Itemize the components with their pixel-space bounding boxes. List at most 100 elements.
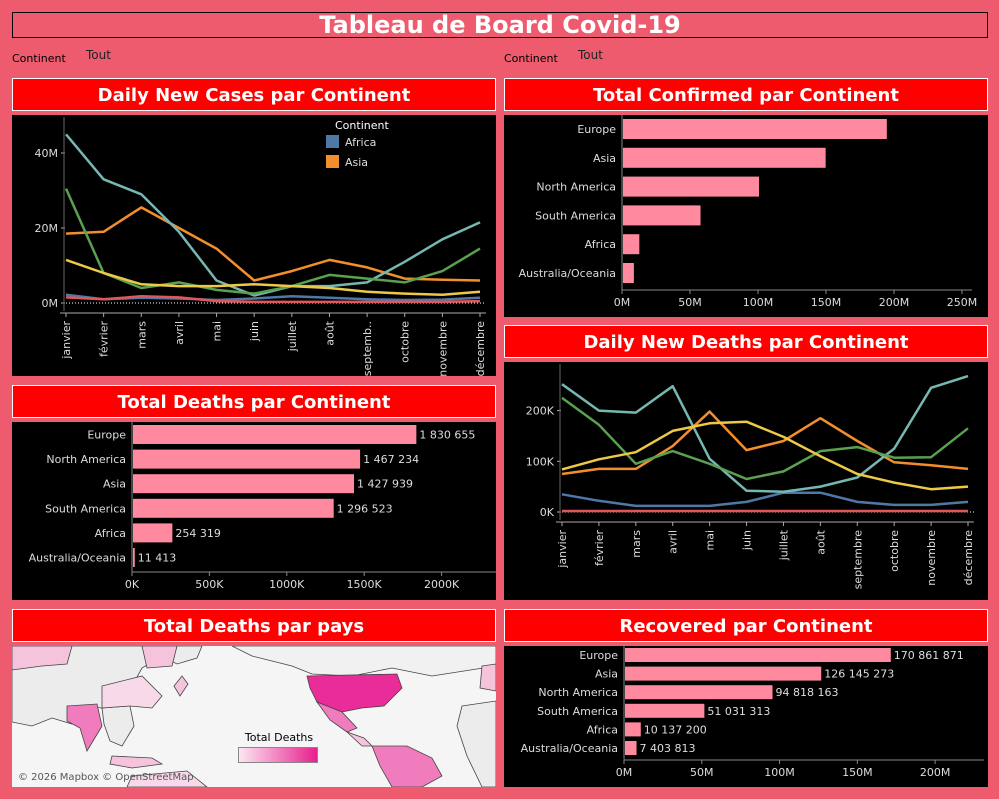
x-tick-label: novembre (925, 530, 938, 586)
x-tick-label: novembre (436, 321, 449, 376)
x-tick-label: février (98, 321, 111, 357)
series-line-2 (65, 295, 481, 304)
legend-label: Africa (345, 136, 376, 149)
deaths-map[interactable]: Total Deaths © 2026 Mapbox © OpenStreetM… (12, 646, 496, 787)
data-label: 126 145 273 (824, 668, 894, 681)
category-label: North America (46, 453, 126, 466)
series-line-0 (561, 491, 969, 508)
category-label: Africa (587, 723, 618, 736)
category-label: Asia (593, 152, 616, 165)
bar (133, 474, 355, 494)
data-label: 1 296 523 (337, 502, 393, 515)
category-label: Europe (87, 429, 126, 442)
series-line-5 (65, 258, 481, 297)
bar (625, 703, 705, 718)
total-deaths-panel: 0K 500K 1000K 1500K 2000K Europe 1 830 655 Nort… (12, 421, 498, 600)
y-tick-label: 0M (42, 297, 59, 310)
y-tick-label: 200K (526, 405, 555, 418)
x-tick-label: janvier (556, 530, 569, 569)
category-label: Europe (579, 649, 618, 662)
daily-cases-header: Daily New Cases par Continent (12, 78, 496, 111)
x-tick-label: 200M (920, 766, 951, 779)
data-label: 11 413 (138, 552, 177, 565)
category-label: Australia/Oceania (519, 267, 616, 280)
x-tick-label: 150M (842, 766, 873, 779)
category-label: South America (537, 705, 618, 718)
x-tick-label: 0M (614, 296, 631, 309)
data-label: 170 861 871 (894, 649, 964, 662)
bar (623, 263, 634, 283)
y-tick-label: 40M (35, 147, 59, 160)
map-legend-gradient (238, 747, 318, 763)
recovered-chart: 0M 50M 100M 150M 200M Europe 170 861 871 Asia 12… (521, 644, 984, 779)
x-tick-label: 0M (616, 766, 633, 779)
category-label: North America (538, 686, 618, 699)
map-legend-title: Total Deaths (244, 731, 314, 744)
x-tick-label: février (593, 530, 606, 566)
map-legend: Total Deaths (238, 731, 320, 766)
x-tick-label: 250M (947, 296, 978, 309)
filter-value[interactable]: Tout (86, 48, 111, 62)
x-tick-label: septemb.. (361, 321, 374, 376)
deaths-map-header: Total Deaths par pays (12, 609, 496, 642)
x-tick-label: 150M (811, 296, 842, 309)
bar (623, 205, 701, 226)
x-tick-label: août (814, 529, 827, 554)
bar (133, 523, 173, 543)
data-label: 10 137 200 (644, 723, 707, 736)
bar (623, 147, 826, 168)
x-tick-label: avril (173, 321, 186, 345)
x-tick-label: 200M (879, 296, 910, 309)
x-tick-label: mars (630, 530, 643, 558)
x-tick-label: septembre (851, 530, 864, 590)
daily-cases-chart: 0M 20M 40M janvier février mars avril mai juin ju… (35, 116, 487, 377)
bar (623, 176, 759, 197)
x-tick-label: mars (135, 321, 148, 349)
x-tick-label: avril (667, 530, 680, 554)
x-tick-label: août (323, 320, 336, 345)
filter-label: Continent (504, 52, 558, 65)
x-tick-label: octobre (888, 530, 901, 572)
category-label: Australia/Oceania (521, 742, 618, 755)
category-label: South America (45, 502, 126, 515)
x-tick-label: décembre (474, 321, 487, 376)
series-line-5 (561, 420, 969, 491)
series-line-4 (64, 188, 481, 295)
continent-filter-right[interactable]: Continent Tout (504, 48, 644, 68)
bar (133, 548, 135, 567)
bar (133, 498, 334, 518)
x-tick-label: 50M (678, 296, 702, 309)
x-tick-label: juin (741, 530, 754, 551)
category-label: North America (536, 181, 616, 194)
data-label: 94 818 163 (775, 686, 838, 699)
series-line-3 (561, 374, 969, 493)
category-label: Africa (585, 238, 616, 251)
daily-cases-panel: 0M 20M 40M janvier février mars avril mai juin ju… (12, 115, 496, 377)
category-label: Asia (103, 478, 126, 491)
bar (625, 741, 637, 755)
category-label: South America (535, 209, 616, 222)
bar (623, 234, 640, 255)
y-tick-label: 0K (540, 506, 555, 519)
data-label: 1 830 655 (419, 429, 475, 442)
map-attribution[interactable]: © 2026 Mapbox © OpenStreetMap (18, 772, 194, 783)
x-tick-label: mai (704, 530, 717, 551)
dashboard-title: Tableau de Board Covid-19 (12, 12, 988, 38)
total-deaths-header: Total Deaths par Continent (12, 385, 496, 418)
daily-deaths-header: Daily New Deaths par Continent (504, 325, 988, 358)
legend-label: Asia (345, 156, 368, 169)
bar (625, 648, 891, 662)
bar (623, 119, 887, 139)
total-deaths-chart: 0K 500K 1000K 1500K 2000K Europe 1 830 655 Nort… (29, 421, 498, 591)
x-tick-label: janvier (60, 321, 73, 360)
y-tick-label: 20M (35, 222, 59, 235)
category-label: Asia (595, 668, 618, 681)
continent-filter-left[interactable]: Continent Tout (12, 48, 152, 68)
total-confirmed-header: Total Confirmed par Continent (504, 78, 988, 111)
x-tick-label: juillet (777, 529, 790, 561)
x-tick-label: 0K (125, 578, 140, 591)
x-tick-label: 1500K (347, 578, 383, 591)
x-tick-label: 500K (195, 578, 224, 591)
data-label: 51 031 313 (707, 705, 770, 718)
filter-value[interactable]: Tout (578, 48, 603, 62)
